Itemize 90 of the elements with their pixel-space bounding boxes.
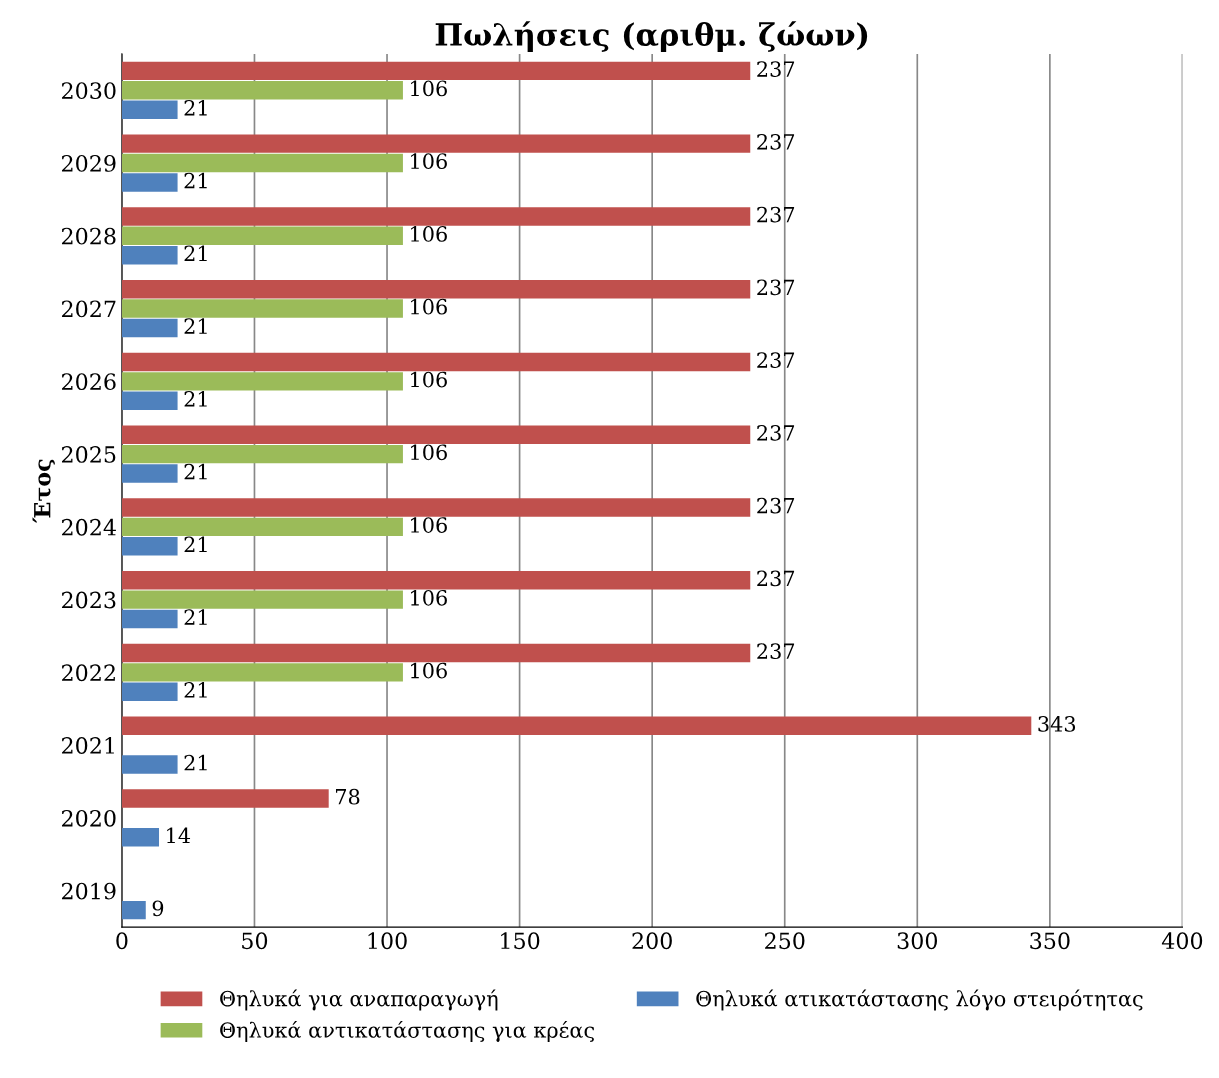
data-label: 14 xyxy=(167,827,191,844)
x-tick-label: 150 xyxy=(501,932,540,950)
data-label: 106 xyxy=(411,589,447,606)
data-label: 237 xyxy=(757,424,795,441)
data-label: 237 xyxy=(757,643,795,660)
y-tick-label: 2021 xyxy=(61,737,114,754)
y-tick-label: 2027 xyxy=(61,300,116,318)
data-label: 21 xyxy=(184,391,207,407)
bar xyxy=(121,246,178,265)
bar xyxy=(121,318,178,338)
bar xyxy=(121,299,403,318)
data-label: 106 xyxy=(411,226,447,242)
data-label: 237 xyxy=(757,352,795,368)
y-tick-label: 2030 xyxy=(61,82,116,100)
bar xyxy=(121,444,403,464)
y-tick-label: 2022 xyxy=(61,664,115,682)
bar xyxy=(121,609,178,629)
legend-label: Θηλυκά ατικατάστασης λόγο στειρότητας xyxy=(696,989,1143,1011)
x-tick-label: 0 xyxy=(116,932,128,950)
y-tick-label: 2025 xyxy=(61,446,116,463)
x-tick-label: 300 xyxy=(897,932,938,950)
bar xyxy=(121,81,403,100)
bar xyxy=(121,464,178,483)
bar xyxy=(121,663,403,682)
y-tick-label: 2020 xyxy=(61,809,116,827)
data-label: 106 xyxy=(411,298,447,315)
bar xyxy=(121,571,751,590)
data-label: 237 xyxy=(757,206,795,223)
data-label: 78 xyxy=(336,788,360,805)
bar xyxy=(121,61,751,81)
bar xyxy=(121,279,751,299)
legend-label: Θηλυκά αντικατάστασης για κρέας xyxy=(220,1020,594,1042)
x-tick-label: 50 xyxy=(242,932,268,950)
y-tick-label: 2023 xyxy=(61,591,116,609)
data-label: 237 xyxy=(757,133,795,150)
y-tick-label: 2024 xyxy=(61,518,116,536)
data-label: 343 xyxy=(1038,716,1076,732)
data-label: 21 xyxy=(184,99,207,116)
legend-label: Θηλυκά για αναπαραγωγή xyxy=(220,989,498,1011)
bar xyxy=(121,352,751,372)
data-label: 21 xyxy=(184,463,207,480)
data-label: 21 xyxy=(184,318,207,334)
bar xyxy=(121,590,403,609)
bar xyxy=(121,372,403,391)
bar xyxy=(121,153,403,173)
data-label: 106 xyxy=(411,153,447,170)
data-label: 21 xyxy=(184,682,207,698)
data-label: 21 xyxy=(184,754,207,771)
bar xyxy=(121,789,329,808)
bar xyxy=(121,425,751,444)
bar xyxy=(121,643,751,663)
y-tick-label: 2026 xyxy=(61,373,116,391)
bar xyxy=(121,828,160,847)
data-label: 106 xyxy=(411,80,447,97)
data-label: 237 xyxy=(757,497,795,514)
data-label: 21 xyxy=(184,609,207,625)
bar xyxy=(121,900,146,920)
chart-title: Πωλήσεις (αριθμ. ζώων) xyxy=(435,21,868,52)
x-tick-label: 250 xyxy=(765,932,805,950)
data-label: 237 xyxy=(757,61,795,77)
y-axis-title: Έτος xyxy=(32,459,55,524)
x-tick-label: 200 xyxy=(632,932,672,950)
data-label: 9 xyxy=(152,900,164,917)
bar xyxy=(121,173,178,192)
bar xyxy=(121,391,178,410)
data-label: 106 xyxy=(411,444,447,461)
bar xyxy=(121,498,751,517)
bar xyxy=(121,682,178,702)
bar xyxy=(121,100,178,119)
x-tick-label: 400 xyxy=(1161,932,1203,950)
y-tick-label: 2028 xyxy=(61,227,116,245)
y-tick-label: 2029 xyxy=(61,155,116,172)
bar xyxy=(121,207,751,226)
data-label: 21 xyxy=(184,536,207,553)
y-tick-label: 2019 xyxy=(61,882,116,900)
x-tick-label: 350 xyxy=(1030,932,1070,950)
data-label: 21 xyxy=(184,245,207,261)
bar xyxy=(121,755,178,774)
bar xyxy=(121,537,178,556)
data-label: 106 xyxy=(411,517,447,533)
data-label: 106 xyxy=(411,662,447,679)
data-label: 106 xyxy=(411,371,447,388)
bar xyxy=(121,226,403,246)
data-label: 237 xyxy=(757,570,795,587)
bar xyxy=(121,716,1032,735)
data-label: 21 xyxy=(184,172,207,189)
bar xyxy=(121,134,751,153)
bar xyxy=(121,517,403,537)
data-label: 237 xyxy=(757,279,795,296)
x-tick-label: 100 xyxy=(368,932,407,950)
